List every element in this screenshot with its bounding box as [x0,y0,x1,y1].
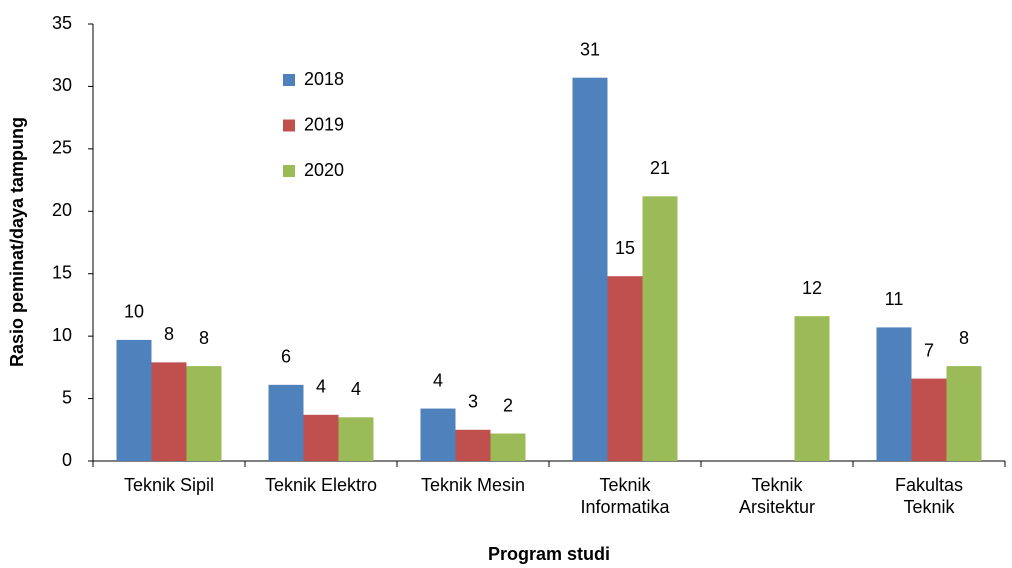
data-label: 11 [885,289,904,309]
bar [642,196,678,461]
bar [303,414,339,461]
y-tick-label: 25 [52,138,72,158]
legend-label: 2020 [304,160,344,180]
bar [116,339,152,461]
bar [455,429,491,461]
y-tick-label: 30 [52,75,72,95]
bar [572,77,608,461]
bar [420,408,456,461]
bar [151,362,187,461]
x-tick-label: Teknik Arsitektur [738,475,816,517]
data-label: 10 [124,302,144,322]
y-tick-label: 35 [52,13,72,33]
legend-label: 2019 [304,114,344,134]
bar [268,384,304,461]
data-label: 12 [802,278,822,298]
data-label: 4 [433,370,443,390]
legend-swatch [283,165,295,177]
y-tick-label: 0 [62,450,72,470]
bar [186,366,222,461]
x-tick-label: Teknik Elektro [264,475,378,495]
data-label: 8 [959,328,969,348]
data-label: 31 [580,39,600,59]
y-tick-label: 10 [52,325,72,345]
x-tick-label: Fakultas Teknik [894,475,964,517]
legend-label: 2018 [304,69,344,89]
data-label: 6 [281,347,291,367]
bar [946,366,982,461]
data-label: 2 [503,395,513,415]
y-tick-label: 20 [52,200,72,220]
bar [490,433,526,461]
legend-swatch [283,119,295,132]
x-axis-title: Program studi [488,544,610,564]
y-axis-title: Rasio peminat/daya tampung [7,117,27,367]
legend-swatch [283,74,295,86]
bar [794,316,830,461]
bar [607,276,643,461]
bar [876,327,912,461]
data-label: 8 [164,324,174,344]
x-tick-label: Teknik Mesin [420,475,526,495]
x-tick-label: Teknik Informatika [580,475,670,517]
bar [911,378,947,461]
y-tick-label: 15 [52,262,72,282]
x-tick-label: Teknik Sipil [123,475,215,495]
data-label: 3 [468,392,478,412]
data-label: 4 [316,377,326,397]
data-label: 8 [199,328,209,348]
data-label: 4 [351,379,361,399]
data-label: 15 [615,238,635,258]
data-label: 7 [924,340,934,360]
bar [338,417,374,461]
y-tick-label: 5 [62,387,72,407]
data-label: 21 [650,158,670,178]
